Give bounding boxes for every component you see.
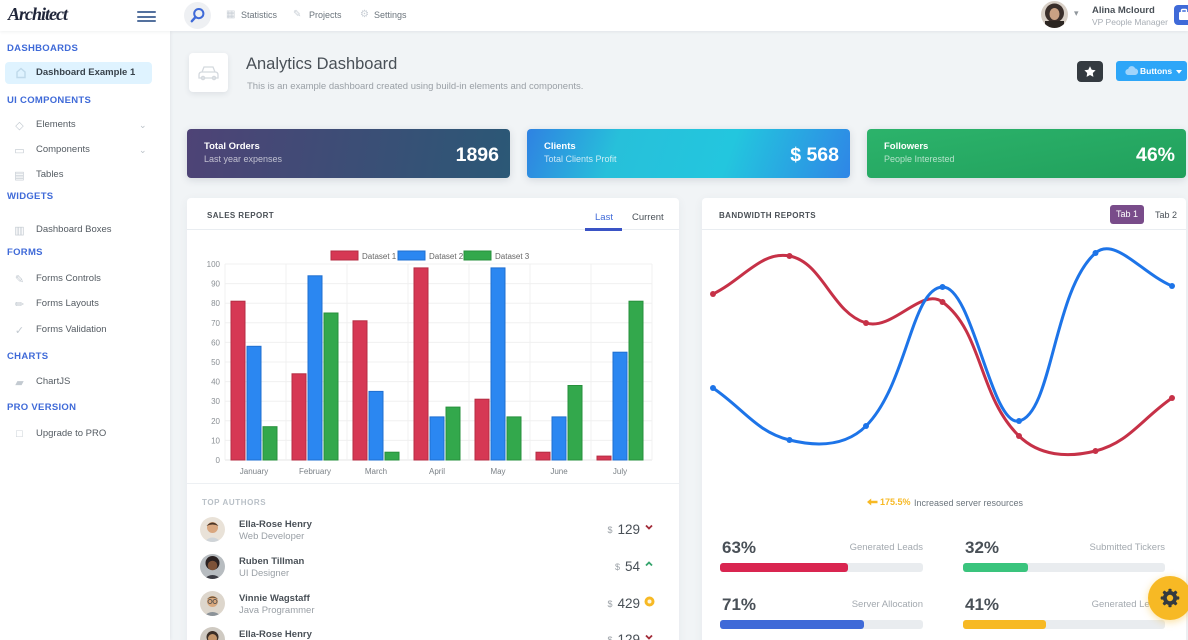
svg-text:100: 100 bbox=[207, 260, 221, 269]
svg-text:30: 30 bbox=[211, 397, 220, 406]
svg-text:April: April bbox=[429, 467, 445, 476]
svg-text:Dataset 1: Dataset 1 bbox=[362, 252, 397, 261]
svg-text:10: 10 bbox=[211, 436, 220, 445]
svg-text:70: 70 bbox=[211, 319, 220, 328]
svg-text:February: February bbox=[299, 467, 331, 476]
svg-text:40: 40 bbox=[211, 378, 220, 387]
svg-text:July: July bbox=[613, 467, 627, 476]
svg-text:Dataset 3: Dataset 3 bbox=[495, 252, 530, 261]
svg-text:20: 20 bbox=[211, 417, 220, 426]
svg-text:May: May bbox=[490, 467, 505, 476]
svg-text:50: 50 bbox=[211, 358, 220, 367]
svg-text:March: March bbox=[365, 467, 387, 476]
svg-text:Dataset 2: Dataset 2 bbox=[429, 252, 464, 261]
svg-text:60: 60 bbox=[211, 338, 220, 347]
svg-text:January: January bbox=[240, 467, 268, 476]
svg-text:0: 0 bbox=[216, 456, 221, 465]
svg-text:80: 80 bbox=[211, 299, 220, 308]
svg-text:June: June bbox=[550, 467, 568, 476]
svg-text:90: 90 bbox=[211, 280, 220, 289]
